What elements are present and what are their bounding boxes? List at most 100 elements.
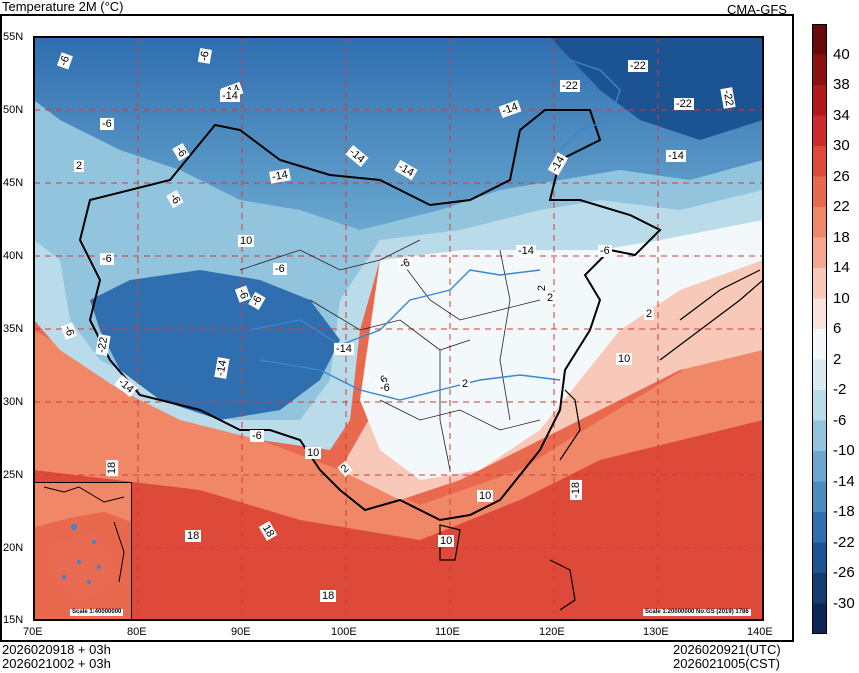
lat-label: 15N — [3, 614, 24, 626]
tibet-cold-region — [90, 270, 340, 420]
colorbar-swatch — [812, 573, 827, 604]
main-scale-label: Scale 1:20000000 No:GS (2019) 1786 — [643, 609, 751, 616]
lon-label: 140E — [747, 626, 773, 638]
lon-label: 100E — [331, 626, 357, 638]
colorbar-tick-label: 26 — [833, 167, 850, 185]
province-borders — [239, 239, 541, 471]
lon-label: 90E — [231, 626, 251, 638]
lat-label: 30N — [3, 396, 24, 408]
contour-label: -6 — [273, 263, 287, 275]
contour-label: -14 — [666, 150, 686, 162]
colorbar-swatch — [812, 451, 827, 482]
colorbar-swatch — [812, 603, 827, 634]
lat-label: 40N — [3, 250, 24, 262]
lat-label: 25N — [3, 469, 24, 481]
lat-label: 50N — [3, 104, 24, 116]
contour-label: 2 — [74, 160, 85, 172]
contour-label: 10 — [305, 447, 322, 459]
lat-label: 20N — [3, 542, 24, 554]
contour-label: -6 — [197, 48, 212, 64]
lon-label: 120E — [539, 626, 565, 638]
colorbar-swatch — [812, 512, 827, 543]
colorbar-swatch — [812, 24, 827, 55]
coastlines — [439, 269, 763, 611]
colorbar-tick-label: 10 — [833, 289, 850, 307]
contour-label: 2 — [644, 308, 655, 320]
lon-label: 130E — [643, 626, 669, 638]
colorbar-swatch — [812, 54, 827, 86]
contour-label: -6 — [100, 118, 114, 130]
colorbar-swatch — [812, 176, 827, 208]
lat-label: 45N — [3, 177, 24, 189]
contour-label: -14 — [516, 245, 536, 257]
mild-band — [34, 330, 763, 540]
colorbar-tick-label: 6 — [833, 320, 842, 337]
colorbar-tick-label: -18 — [833, 503, 855, 520]
country-border — [78, 109, 662, 522]
contour-label: -22 — [628, 60, 648, 72]
colorbar-swatch — [812, 420, 827, 452]
contour-label: 2 — [545, 292, 556, 304]
very-cold-band — [34, 37, 763, 230]
contour-label: 18 — [106, 459, 119, 477]
contour-label: -6 — [250, 430, 264, 442]
lon-label: 80E — [127, 626, 147, 638]
lat-label: 55N — [3, 31, 24, 43]
source-label: CMA-GFS — [727, 2, 787, 17]
colorbar-tick-label: 38 — [833, 76, 850, 93]
contour-label: 10 — [616, 353, 633, 365]
lat-label: 35N — [3, 323, 24, 335]
colorbar-tick-label: 22 — [833, 198, 850, 215]
contour-label: 10 — [238, 235, 255, 247]
colorbar-swatch — [812, 298, 827, 330]
colorbar-tick-label: -26 — [833, 564, 855, 581]
inset-scale-label: Scale 1:40000000 — [70, 609, 124, 616]
contour-label: -14 — [220, 90, 240, 102]
colorbar-swatch — [812, 359, 827, 391]
colorbar-swatch — [812, 542, 827, 574]
colorbar-swatch — [812, 146, 827, 177]
valid-time-utc-label: 2026020921(UTC) — [673, 642, 781, 657]
contour-label: 2 — [460, 378, 471, 390]
colorbar — [812, 24, 827, 634]
colorbar-tick-label: 14 — [833, 259, 850, 276]
colorbar-tick-label: -14 — [833, 472, 855, 490]
contour-label: 10 — [477, 490, 494, 502]
contour-label: -6 — [378, 382, 392, 394]
colorbar-swatch — [812, 481, 827, 513]
colorbar-swatch — [812, 207, 827, 238]
rivers — [249, 59, 621, 401]
init-time-label: 2026020918 + 03h — [2, 642, 111, 657]
northeast-cold-region — [550, 37, 763, 140]
map-title: Temperature 2M (°C) — [2, 0, 124, 14]
colorbar-swatch — [812, 390, 827, 421]
graticule — [34, 37, 763, 620]
colorbar-swatch — [812, 268, 827, 299]
contour-label: -18 — [569, 480, 582, 500]
contour-label: -22 — [560, 80, 580, 92]
colorbar-tick-label: -30 — [833, 594, 855, 612]
colorbar-swatch — [812, 115, 827, 147]
map-frame — [33, 36, 764, 621]
colorbar-swatch — [812, 329, 827, 360]
lon-label: 70E — [23, 626, 43, 638]
colorbar-swatch — [812, 85, 827, 116]
colorbar-swatch — [812, 237, 827, 269]
contour-label: -6 — [100, 253, 114, 265]
valid-time-cst-label: 2026021005(CST) — [673, 656, 780, 671]
colorbar-tick-label: -6 — [833, 411, 847, 429]
contour-label: -22 — [674, 98, 694, 110]
colorbar-tick-label: 2 — [833, 350, 842, 368]
colorbar-tick-label: 40 — [833, 45, 850, 63]
lon-label: 110E — [435, 626, 460, 638]
colorbar-tick-label: -10 — [833, 442, 855, 459]
colorbar-tick-label: -2 — [833, 381, 847, 398]
init-time-cst-label: 2026021002 + 03h — [2, 656, 111, 671]
contour-label: -14 — [334, 343, 354, 355]
colorbar-tick-label: -22 — [833, 533, 855, 551]
contour-label: 18 — [185, 530, 202, 542]
inset-map — [34, 482, 132, 620]
figure-frame — [0, 14, 794, 642]
contour-label: -6 — [598, 245, 612, 257]
